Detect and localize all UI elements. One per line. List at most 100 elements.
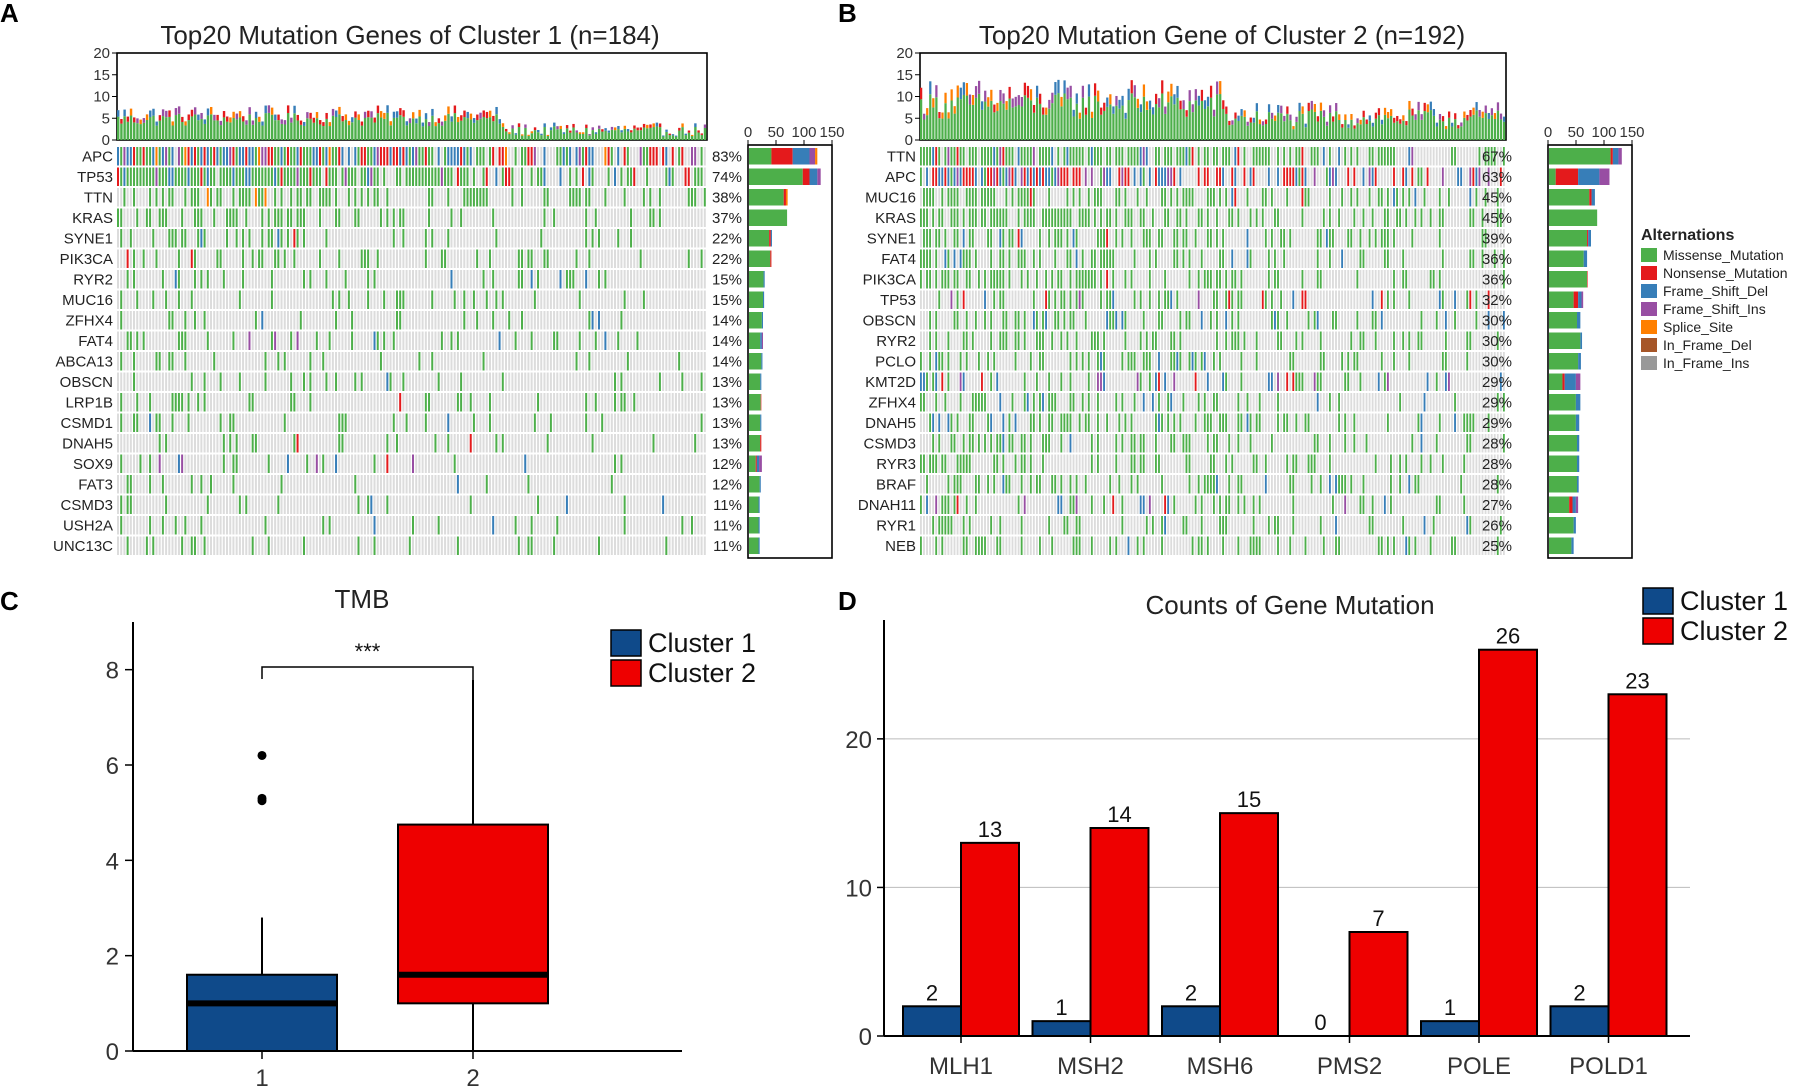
matrix-cell [428, 434, 431, 453]
tmb-bar [197, 120, 200, 140]
matrix-cell [158, 188, 161, 207]
matrix-cell [1011, 311, 1014, 330]
matrix-cell [703, 372, 706, 391]
matrix-cell [665, 413, 668, 432]
matrix-cell [235, 434, 238, 453]
matrix-cell [254, 188, 257, 207]
matrix-cell [383, 372, 386, 391]
matrix-cell [418, 208, 421, 227]
matrix-cell [543, 331, 546, 350]
matrix-cell [344, 270, 347, 289]
matrix-cell [456, 454, 459, 473]
matrix-cell [360, 434, 363, 453]
matrix-cell [562, 454, 565, 473]
matrix-cell [312, 434, 315, 453]
tmb-bar [658, 127, 662, 140]
matrix-cell [569, 475, 572, 494]
matrix-cell [328, 352, 331, 371]
matrix-cell [581, 249, 584, 268]
matrix-cell [1017, 536, 1020, 555]
matrix-cell [213, 331, 216, 350]
matrix-cell [999, 516, 1002, 535]
tmb-bar-other [264, 105, 267, 114]
matrix-cell [944, 331, 947, 350]
matrix-cell [1026, 167, 1029, 186]
matrix-cell [1029, 208, 1032, 227]
matrix-cell [690, 208, 693, 227]
matrix-cell [578, 331, 581, 350]
matrix-cell [293, 352, 296, 371]
matrix-cell [123, 475, 126, 494]
matrix-cell [623, 249, 626, 268]
tmb-tick-label: 10 [93, 89, 110, 106]
matrix-cell [206, 229, 209, 248]
matrix-cell [126, 270, 129, 289]
matrix-cell [1026, 495, 1029, 514]
matrix-cell [440, 352, 443, 371]
matrix-cell [527, 311, 530, 330]
matrix-cell [145, 167, 148, 186]
matrix-cell [636, 249, 639, 268]
matrix-cell [463, 413, 466, 432]
matrix-cell [956, 413, 959, 432]
matrix-cell [456, 352, 459, 371]
matrix-cell [171, 229, 174, 248]
matrix-cell [421, 249, 424, 268]
tmb-bar [200, 118, 203, 140]
matrix-cell [565, 290, 568, 309]
matrix-cell [533, 311, 536, 330]
matrix-cell [463, 454, 466, 473]
matrix-cell [953, 147, 956, 166]
matrix-cell [290, 331, 293, 350]
matrix-cell [929, 516, 932, 535]
matrix-cell [508, 475, 511, 494]
matrix-cell [219, 352, 222, 371]
percent-label: 37% [712, 210, 742, 227]
matrix-cell [245, 270, 248, 289]
tmb-bar [588, 135, 591, 140]
tmb-bar-other [274, 114, 277, 121]
matrix-cell [665, 352, 668, 371]
matrix-cell [703, 454, 706, 473]
matrix-cell [434, 311, 437, 330]
matrix-cell [290, 454, 293, 473]
matrix-cell [981, 311, 983, 330]
matrix-cell [614, 147, 617, 166]
matrix-cell [174, 393, 177, 412]
matrix-cell [145, 413, 148, 432]
matrix-cell [328, 147, 331, 166]
matrix-cell [229, 393, 232, 412]
matrix-cell [498, 372, 501, 391]
matrix-cell [376, 167, 379, 186]
tmb-bar [636, 130, 639, 140]
matrix-cell [309, 454, 312, 473]
matrix-cell [1002, 331, 1005, 350]
matrix-cell [498, 434, 501, 453]
matrix-cell [646, 413, 649, 432]
matrix-cell [235, 495, 238, 514]
matrix-cell [941, 454, 944, 473]
matrix-cell [129, 188, 132, 207]
matrix-cell [630, 249, 633, 268]
matrix-cell [990, 331, 993, 350]
matrix-cell [293, 372, 296, 391]
matrix-cell [133, 516, 136, 535]
matrix-cell [190, 188, 193, 207]
matrix-cell [1023, 188, 1026, 207]
matrix-cell [620, 147, 623, 166]
matrix-cell [347, 352, 350, 371]
matrix-cell [987, 536, 989, 555]
matrix-cell [932, 311, 935, 330]
matrix-cell [668, 454, 671, 473]
matrix-cell [373, 208, 376, 227]
matrix-cell [379, 434, 382, 453]
matrix-cell [1026, 290, 1029, 309]
matrix-cell [974, 331, 977, 350]
matrix-cell [492, 311, 495, 330]
matrix-cell [440, 475, 443, 494]
matrix-cell [926, 331, 928, 350]
matrix-cell [200, 290, 203, 309]
matrix-cell [139, 208, 142, 227]
matrix-cell [1005, 434, 1008, 453]
percent-label: 11% [713, 497, 742, 514]
